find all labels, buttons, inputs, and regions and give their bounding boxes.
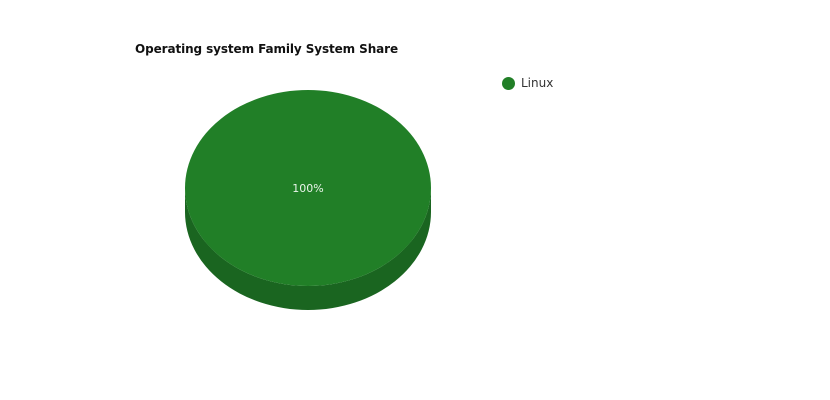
chart-title: Operating system Family System Share <box>135 42 398 56</box>
legend: Linux <box>502 76 553 90</box>
pie-slice-linux[interactable] <box>185 90 431 286</box>
pie-slice-side-linux <box>185 188 431 310</box>
legend-item-linux[interactable]: Linux <box>502 76 553 90</box>
legend-label-linux: Linux <box>521 76 554 90</box>
legend-swatch-linux <box>502 76 515 90</box>
pie-slice-label-linux: 100% <box>292 182 323 195</box>
